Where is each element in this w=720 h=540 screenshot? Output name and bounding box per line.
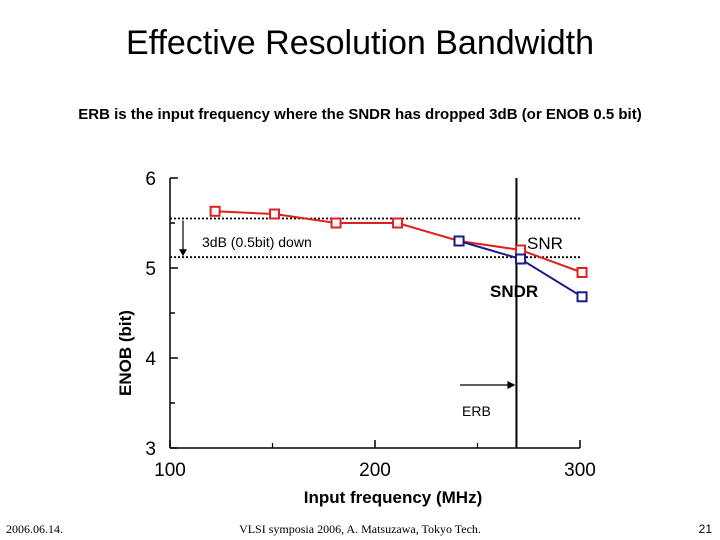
erb-label: ERB — [462, 403, 491, 419]
x-tick-label: 300 — [564, 460, 596, 481]
series-label-snr: SNR — [527, 234, 563, 253]
page-number: 21 — [698, 522, 712, 536]
x-axis-label: Input frequency (MHz) — [304, 488, 483, 507]
data-point-sndr — [576, 291, 588, 303]
y-tick-label: 4 — [145, 349, 156, 370]
data-point-snr — [392, 217, 404, 229]
erb-arrow-head — [507, 381, 516, 389]
y-tick-label: 3 — [145, 439, 156, 460]
x-tick-label: 100 — [154, 460, 186, 481]
drop-arrow-head — [179, 249, 187, 257]
y-tick-label: 5 — [145, 259, 156, 280]
data-point-snr — [209, 205, 221, 217]
data-point-snr — [515, 244, 527, 256]
y-tick-label: 6 — [145, 169, 156, 190]
data-point-snr — [330, 217, 342, 229]
data-point-sndr — [515, 253, 527, 265]
y-axis-label: ENOB (bit) — [116, 310, 135, 396]
x-tick-label: 200 — [359, 460, 391, 481]
slide-title: Effective Resolution Bandwidth — [125, 24, 595, 62]
footer-source: VLSI symposia 2006, A. Matsuzawa, Tokyo … — [239, 522, 481, 536]
data-point-sndr — [453, 235, 465, 247]
data-point-snr — [269, 208, 281, 220]
drop-annotation-label: 3dB (0.5bit) down — [202, 234, 312, 250]
slide-subtitle: ERB is the input frequency where the SND… — [78, 106, 642, 123]
data-point-snr — [576, 267, 588, 278]
footer-date: 2006.06.14. — [6, 522, 63, 536]
series-label-sndr: SNDR — [490, 282, 538, 301]
